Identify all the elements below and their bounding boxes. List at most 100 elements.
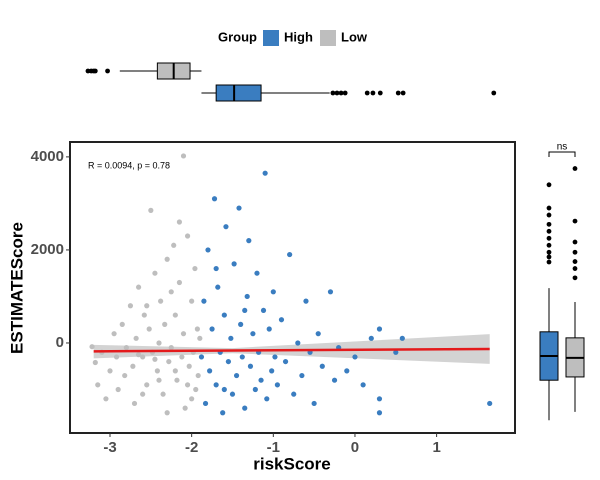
outlier bbox=[572, 239, 578, 245]
point bbox=[92, 359, 98, 366]
point bbox=[270, 289, 276, 295]
point bbox=[376, 326, 383, 332]
point bbox=[154, 368, 160, 374]
point bbox=[198, 354, 205, 360]
point bbox=[95, 382, 101, 388]
point bbox=[103, 396, 109, 402]
legend-title: Group bbox=[218, 29, 257, 44]
point bbox=[287, 251, 293, 258]
legend-swatch bbox=[263, 30, 279, 46]
point bbox=[258, 377, 264, 383]
point bbox=[152, 356, 158, 362]
point bbox=[162, 321, 168, 327]
y-tick-label: 2000 bbox=[31, 241, 64, 258]
point bbox=[115, 386, 121, 393]
regression-line bbox=[93, 347, 490, 353]
outlier bbox=[395, 90, 401, 96]
outlier bbox=[546, 235, 552, 241]
point bbox=[225, 358, 232, 365]
outlier bbox=[546, 259, 552, 265]
point bbox=[164, 410, 170, 416]
point bbox=[233, 372, 240, 379]
outlier bbox=[334, 90, 340, 96]
x-tick-label: -1 bbox=[267, 439, 280, 456]
point bbox=[184, 382, 191, 388]
outlier bbox=[92, 68, 98, 74]
outlier bbox=[330, 90, 336, 96]
point bbox=[176, 219, 183, 225]
outlier bbox=[546, 205, 552, 211]
point bbox=[221, 312, 227, 318]
point bbox=[107, 368, 113, 374]
point bbox=[487, 400, 493, 407]
point bbox=[319, 363, 325, 369]
legend-swatch bbox=[320, 30, 336, 46]
point bbox=[376, 410, 383, 416]
point bbox=[140, 354, 146, 360]
point bbox=[220, 410, 226, 416]
point bbox=[244, 293, 250, 300]
point bbox=[180, 331, 187, 337]
point bbox=[135, 284, 142, 290]
point bbox=[262, 170, 268, 176]
point bbox=[331, 377, 338, 383]
point bbox=[158, 298, 164, 304]
point bbox=[131, 400, 138, 407]
point bbox=[193, 386, 199, 393]
point bbox=[393, 349, 399, 355]
point bbox=[247, 363, 254, 369]
point bbox=[180, 153, 187, 159]
point bbox=[140, 391, 146, 397]
point bbox=[172, 312, 178, 318]
point bbox=[236, 205, 242, 211]
point bbox=[89, 344, 95, 350]
outlier bbox=[572, 218, 578, 224]
point bbox=[166, 358, 172, 365]
point bbox=[207, 368, 213, 374]
point bbox=[201, 298, 207, 304]
point bbox=[303, 298, 309, 304]
point bbox=[144, 303, 150, 309]
point bbox=[184, 233, 191, 239]
outlier bbox=[572, 266, 578, 271]
x-tick-label: 0 bbox=[351, 439, 359, 456]
point bbox=[242, 307, 248, 314]
outlier bbox=[491, 90, 497, 96]
point bbox=[144, 382, 150, 388]
point bbox=[148, 207, 154, 213]
point bbox=[127, 303, 134, 309]
point bbox=[229, 391, 236, 397]
x-axis-label: riskScore bbox=[253, 454, 331, 473]
point bbox=[399, 335, 405, 341]
outlier bbox=[572, 249, 578, 255]
outlier bbox=[400, 90, 406, 96]
x-tick-label: -3 bbox=[103, 439, 116, 456]
outlier bbox=[546, 242, 552, 248]
plot-panel bbox=[70, 142, 515, 433]
point bbox=[186, 363, 192, 369]
point bbox=[213, 265, 219, 272]
point bbox=[141, 312, 147, 318]
point bbox=[189, 396, 195, 402]
point bbox=[213, 382, 219, 388]
point bbox=[197, 335, 203, 341]
point bbox=[179, 354, 185, 360]
point bbox=[260, 307, 267, 314]
x-tick-label: 1 bbox=[432, 439, 440, 456]
outlier bbox=[546, 228, 552, 234]
point bbox=[264, 396, 270, 402]
point bbox=[221, 386, 227, 393]
point bbox=[119, 321, 125, 327]
outlier bbox=[546, 221, 552, 227]
significance-label: ns bbox=[557, 142, 568, 153]
point bbox=[135, 352, 142, 358]
point bbox=[171, 242, 177, 248]
point bbox=[327, 289, 334, 295]
point bbox=[122, 372, 128, 379]
outlier bbox=[546, 212, 552, 218]
legend-label: Low bbox=[341, 29, 368, 44]
outlier bbox=[370, 90, 376, 96]
point bbox=[146, 326, 152, 332]
outlier bbox=[377, 90, 383, 96]
